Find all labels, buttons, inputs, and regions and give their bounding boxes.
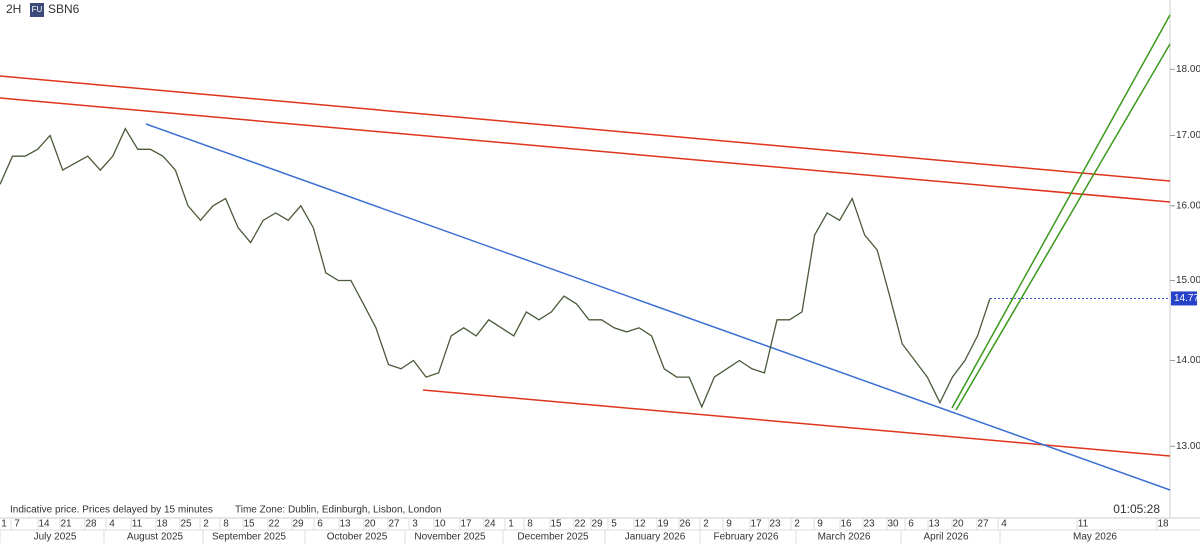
symbol[interactable]: SBN6 bbox=[48, 2, 80, 16]
x-day-label: 25 bbox=[180, 519, 192, 530]
x-day-label: 6 bbox=[908, 519, 914, 530]
trend-line bbox=[951, 14, 1171, 409]
trend-line bbox=[0, 97, 1171, 203]
x-day-label: 12 bbox=[634, 519, 646, 530]
x-day-label: 15 bbox=[243, 519, 255, 530]
x-month-label: August 2025 bbox=[127, 532, 184, 543]
y-tick-label: 15.00 bbox=[1176, 275, 1200, 286]
x-day-label: 9 bbox=[817, 519, 823, 530]
x-day-label: 1 bbox=[508, 519, 514, 530]
y-tick-label: 16.00 bbox=[1176, 200, 1200, 211]
y-tick-label: 17.00 bbox=[1176, 130, 1200, 141]
x-day-label: 8 bbox=[527, 519, 533, 530]
x-day-label: 23 bbox=[769, 519, 781, 530]
x-day-label: 18 bbox=[1157, 519, 1169, 530]
x-month-label: January 2026 bbox=[625, 532, 686, 543]
footnote: Indicative price. Prices delayed by 15 m… bbox=[10, 505, 213, 516]
y-tick-label: 13.00 bbox=[1176, 441, 1200, 452]
x-day-label: 2 bbox=[203, 519, 209, 530]
x-day-label: 27 bbox=[388, 519, 400, 530]
x-day-label: 15 bbox=[550, 519, 562, 530]
x-day-label: 20 bbox=[952, 519, 964, 530]
x-day-label: 29 bbox=[591, 519, 603, 530]
x-day-label: 4 bbox=[109, 519, 115, 530]
trend-line bbox=[0, 75, 1171, 182]
x-day-label: 9 bbox=[726, 519, 732, 530]
x-month-label: March 2026 bbox=[818, 532, 871, 543]
x-day-label: 14 bbox=[38, 519, 50, 530]
last-price-label: 14.77 bbox=[1174, 293, 1199, 304]
x-day-label: 24 bbox=[484, 519, 496, 530]
countdown: 01:05:28 bbox=[1113, 502, 1160, 516]
x-month-label: February 2026 bbox=[713, 532, 778, 543]
x-day-label: 29 bbox=[292, 519, 304, 530]
x-day-label: 11 bbox=[1078, 519, 1089, 530]
x-day-label: 19 bbox=[657, 519, 669, 530]
x-month-label: October 2025 bbox=[327, 532, 388, 543]
last-price-badge bbox=[1171, 291, 1197, 306]
x-month-label: May 2026 bbox=[1073, 532, 1117, 543]
interval[interactable]: 2H bbox=[6, 2, 21, 16]
y-tick-label: 14.00 bbox=[1176, 355, 1200, 366]
badge-bg bbox=[30, 3, 44, 17]
x-day-label: 17 bbox=[750, 519, 762, 530]
x-day-label: 26 bbox=[679, 519, 691, 530]
x-day-label: 21 bbox=[60, 519, 72, 530]
x-day-label: 2 bbox=[703, 519, 709, 530]
x-day-label: 16 bbox=[840, 519, 852, 530]
x-day-label: 8 bbox=[223, 519, 229, 530]
x-month-label: November 2025 bbox=[414, 532, 486, 543]
x-day-label: 23 bbox=[863, 519, 875, 530]
x-month-label: September 2025 bbox=[212, 532, 286, 543]
x-day-label: 6 bbox=[317, 519, 323, 530]
price-line bbox=[0, 127, 991, 409]
x-day-label: 2 bbox=[794, 519, 800, 530]
y-tick-label: 18.00 bbox=[1176, 64, 1200, 75]
x-day-label: 20 bbox=[364, 519, 376, 530]
x-day-label: 27 bbox=[977, 519, 989, 530]
x-month-label: April 2026 bbox=[923, 532, 968, 543]
x-month-label: December 2025 bbox=[517, 532, 589, 543]
x-day-label: 11 bbox=[132, 519, 143, 530]
x-day-label: 7 bbox=[14, 519, 20, 530]
x-day-label: 4 bbox=[1001, 519, 1007, 530]
x-day-label: 18 bbox=[156, 519, 168, 530]
x-day-label: 28 bbox=[85, 519, 97, 530]
x-day-label: 3 bbox=[412, 519, 418, 530]
x-day-label: 13 bbox=[339, 519, 351, 530]
x-day-label: 13 bbox=[928, 519, 940, 530]
x-day-label: 17 bbox=[460, 519, 472, 530]
x-day-label: 30 bbox=[887, 519, 899, 530]
x-day-label: 22 bbox=[574, 519, 586, 530]
x-day-label: 1 bbox=[1, 519, 7, 530]
badge: FU bbox=[32, 5, 43, 14]
timezone: Time Zone: Dublin, Edinburgh, Lisbon, Lo… bbox=[235, 505, 441, 516]
x-day-label: 5 bbox=[611, 519, 617, 530]
trend-line bbox=[145, 123, 1171, 491]
x-month-label: July 2025 bbox=[34, 532, 77, 543]
trend-line bbox=[955, 43, 1171, 411]
x-day-label: 10 bbox=[434, 519, 446, 530]
x-day-label: 22 bbox=[268, 519, 280, 530]
